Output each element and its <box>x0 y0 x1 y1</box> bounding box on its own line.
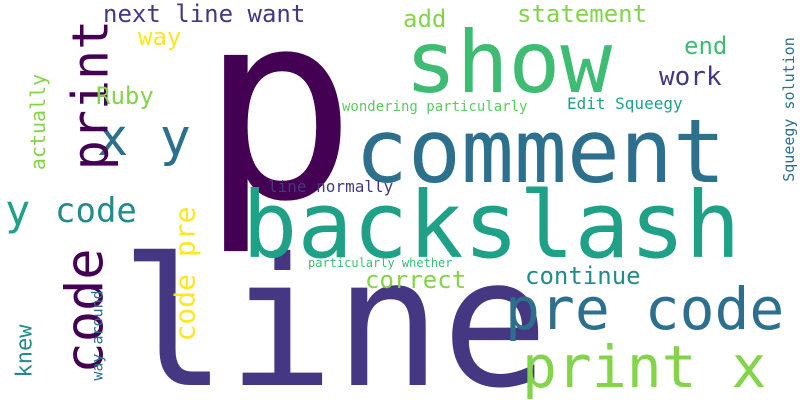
word-code-mid: code <box>55 191 137 231</box>
word-p: p <box>200 0 357 259</box>
word-backslash: backslash <box>242 172 741 279</box>
word-y-left: y <box>5 186 31 235</box>
word-line-normally: line normally <box>268 177 394 196</box>
word-x-y: x y <box>97 108 191 168</box>
word-print-x: print x <box>522 333 767 400</box>
word-continue: continue <box>525 262 641 290</box>
word-add: add <box>403 5 447 33</box>
word-way: way <box>138 23 182 51</box>
word-knew: knew <box>12 324 38 378</box>
word-next-line-want: next line want <box>103 0 306 28</box>
word-code-pre-vertical: code pre <box>168 206 202 342</box>
word-way-around: way around <box>88 290 107 381</box>
word-squeegy-solution: Squeegy solution <box>779 37 798 182</box>
word-actually: actually <box>26 73 51 171</box>
word-particularly-whether: particularly whether <box>308 256 453 270</box>
word-correct: correct <box>365 266 467 294</box>
word-comment: comment <box>355 100 726 203</box>
word-edit-squeegy: Edit Squeegy <box>567 94 683 113</box>
word-end: end <box>684 32 728 60</box>
word-ruby: Ruby <box>96 82 154 110</box>
word-statement: statement <box>517 0 648 28</box>
word-wondering-particularly: wondering particularly <box>342 99 528 115</box>
word-line: line <box>120 220 549 400</box>
word-pre-code: pre code <box>505 275 785 343</box>
word-work: work <box>659 62 722 92</box>
word-show: show <box>405 13 613 113</box>
